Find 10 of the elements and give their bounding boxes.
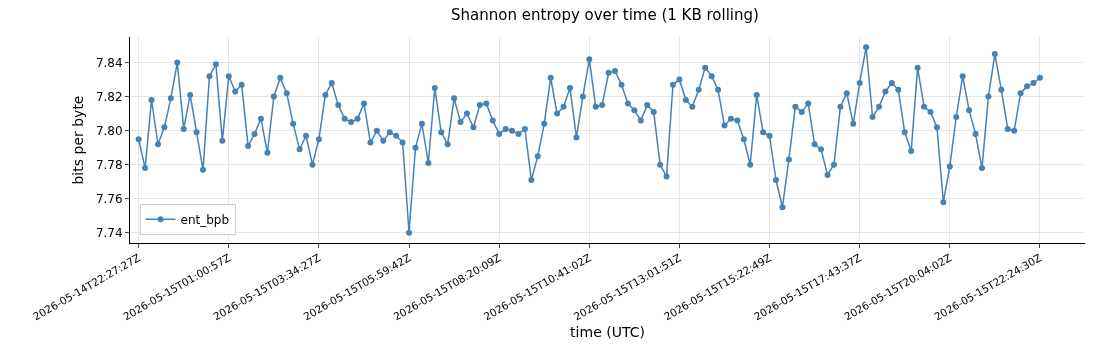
- x-axis-title: time (UTC): [570, 323, 645, 340]
- y-tick-label: 7.80: [95, 123, 123, 138]
- y-tick-label: 7.74: [95, 225, 123, 240]
- y-axis-title: bits per byte: [70, 95, 87, 185]
- chart-title: Shannon entropy over time (1 KB rolling): [451, 5, 759, 24]
- y-tick-label: 7.76: [95, 191, 123, 206]
- y-tick-label: 7.84: [95, 55, 123, 70]
- y-tick-label: 7.78: [95, 157, 123, 172]
- legend-label: ent_bpb: [180, 212, 230, 227]
- y-tick-label: 7.82: [95, 89, 123, 104]
